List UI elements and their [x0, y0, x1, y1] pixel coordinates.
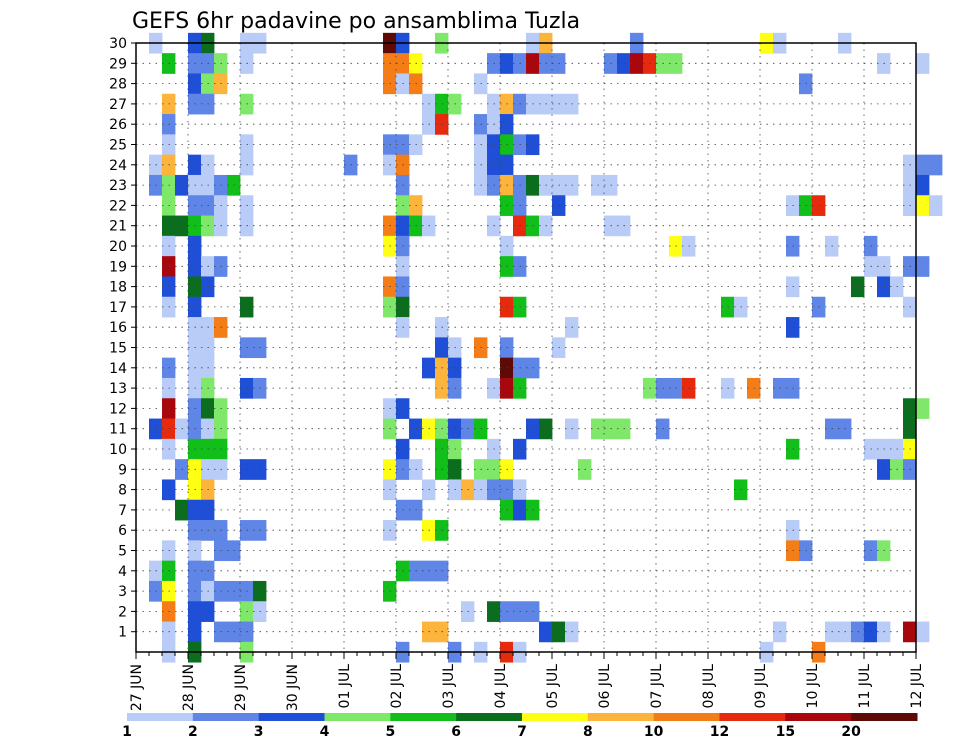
- y-tick-label: 16: [109, 320, 127, 336]
- x-tick-label: 30 JUN: [285, 664, 301, 711]
- legend-label: 10: [644, 724, 664, 740]
- y-tick-label: 19: [109, 259, 127, 275]
- y-tick-label: 5: [118, 544, 127, 560]
- y-tick-label: 24: [109, 158, 127, 174]
- x-tick-label: 29 JUN: [233, 664, 249, 711]
- y-tick-label: 9: [118, 462, 127, 478]
- legend-swatch: [587, 713, 655, 721]
- y-tick-label: 30: [109, 36, 127, 52]
- x-tick-label: 08 JUL: [701, 664, 717, 709]
- y-tick-label: 13: [109, 381, 127, 397]
- y-tick-label: 11: [109, 422, 127, 438]
- y-tick-label: 6: [118, 523, 127, 539]
- legend-swatch: [785, 713, 852, 721]
- legend-label: 6: [451, 724, 461, 740]
- x-tick-label: 27 JUN: [129, 664, 145, 711]
- x-tick-label: 11 JUL: [857, 664, 873, 709]
- y-tick-label: 21: [109, 219, 127, 235]
- legend-swatch: [127, 713, 194, 721]
- legend-label: 20: [841, 724, 861, 740]
- heatmap-cell: [916, 174, 930, 196]
- heatmap-cell: [916, 398, 930, 419]
- x-tick-label: 07 JUL: [649, 664, 665, 709]
- y-tick-label: 14: [109, 361, 127, 377]
- y-tick-label: 1: [118, 625, 127, 641]
- heatmap-cell: [916, 256, 930, 277]
- legend-swatch: [456, 713, 523, 721]
- legend-label: 7: [517, 724, 527, 740]
- heatmap-cell: [929, 195, 943, 216]
- y-tick-label: 25: [109, 138, 127, 154]
- legend-swatch: [851, 713, 918, 721]
- y-tick-label: 18: [109, 280, 127, 296]
- legend-label: 1: [122, 724, 132, 740]
- y-tick-label: 4: [118, 564, 127, 580]
- legend-swatch: [258, 713, 325, 721]
- x-tick-label: 01 JUL: [337, 664, 353, 709]
- y-tick-label: 29: [109, 56, 127, 72]
- x-tick-label: 28 JUN: [181, 664, 197, 711]
- legend-label: 8: [583, 724, 593, 740]
- legend-label: 2: [188, 724, 198, 740]
- heatmap-cell: [916, 53, 930, 74]
- legend-swatch: [192, 713, 260, 721]
- y-tick-label: 10: [109, 442, 127, 458]
- legend-label: 4: [320, 724, 330, 740]
- heatmap-cell: [916, 195, 930, 216]
- y-tick-label: 26: [109, 117, 127, 133]
- chart-title: GEFS 6hr padavine po ansamblima Tuzla: [132, 9, 580, 34]
- y-tick-label: 3: [118, 584, 127, 600]
- y-tick-label: 28: [109, 77, 127, 93]
- heatmap-cell: [929, 154, 943, 176]
- legend-swatch: [390, 713, 457, 721]
- y-tick-label: 12: [109, 401, 127, 417]
- y-tick-label: 17: [109, 300, 127, 316]
- x-axis: 27 JUN 28 JUN 29 JUN 30 JUN 01 JUL 02 JUL 03 J…: [129, 652, 925, 711]
- x-tick-label: 04 JUL: [493, 664, 509, 709]
- x-tick-label: 05 JUL: [545, 664, 561, 709]
- x-tick-label: 09 JUL: [753, 664, 769, 709]
- color-legend: 1 2 3 4 5 6 7 8 10 12 15 20: [122, 713, 918, 740]
- y-axis: 1234567891011121314151617181920212223242…: [109, 36, 136, 641]
- y-tick-label: 22: [109, 198, 127, 214]
- y-tick-label: 2: [118, 604, 127, 620]
- y-tick-label: 15: [109, 341, 127, 357]
- x-tick-label: 02 JUL: [389, 664, 405, 709]
- heatmap-cell: [916, 154, 930, 176]
- y-tick-label: 7: [118, 503, 127, 519]
- x-tick-label: 12 JUL: [909, 664, 925, 709]
- legend-label: 5: [385, 724, 395, 740]
- x-tick-label: 10 JUL: [805, 664, 821, 709]
- y-tick-label: 8: [118, 483, 127, 499]
- heatmap-cell: [916, 621, 930, 643]
- legend-swatch: [719, 713, 786, 721]
- legend-swatch: [522, 713, 589, 721]
- legend-swatch: [324, 713, 391, 721]
- legend-label: 3: [254, 724, 264, 740]
- legend-label: 15: [776, 724, 795, 740]
- x-tick-label: 03 JUL: [441, 664, 457, 709]
- y-tick-label: 27: [109, 97, 127, 113]
- legend-label: 12: [710, 724, 729, 740]
- x-tick-label: 06 JUL: [597, 664, 613, 709]
- y-tick-label: 20: [109, 239, 127, 255]
- y-tick-label: 23: [109, 178, 127, 194]
- legend-swatch: [653, 713, 720, 721]
